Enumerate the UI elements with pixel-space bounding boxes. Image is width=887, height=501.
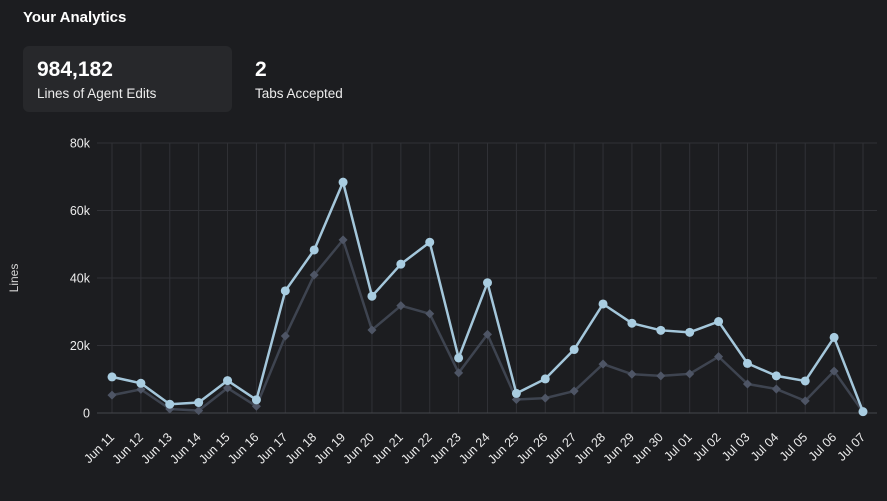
data-point-marker-series-1 (396, 259, 406, 269)
data-point-marker-series-1 (829, 332, 839, 342)
x-axis-tick-label: Jun 28 (572, 430, 608, 466)
data-point-marker-series-1 (511, 388, 521, 398)
x-axis-tick-label: Jun 15 (196, 430, 232, 466)
y-axis-tick-label: 60k (70, 204, 91, 218)
y-axis-tick-label: 0 (83, 407, 90, 421)
data-point-marker-series-1 (540, 374, 550, 384)
data-point-marker-series-2 (425, 309, 435, 319)
data-point-marker-series-1 (280, 286, 290, 296)
data-point-marker-series-1 (194, 398, 204, 408)
data-point-marker-series-1 (771, 371, 781, 381)
x-axis-tick-label: Jun 29 (601, 430, 637, 466)
x-axis-tick-label: Jun 23 (427, 430, 463, 466)
data-point-marker-series-2 (656, 371, 666, 381)
data-point-marker-series-2 (627, 369, 637, 379)
stat-label-agent-edits: Lines of Agent Edits (37, 86, 157, 101)
data-point-marker-series-2 (714, 352, 724, 362)
data-point-marker-series-1 (338, 177, 348, 187)
data-point-marker-series-2 (540, 393, 550, 403)
y-axis-title: Lines (7, 264, 21, 293)
x-axis-tick-label: Jun 17 (254, 430, 290, 466)
stat-value-tabs-accepted: 2 (255, 58, 267, 81)
x-axis-tick-label: Jul 05 (777, 430, 811, 464)
stat-label-tabs-accepted: Tabs Accepted (255, 86, 343, 101)
data-point-marker-series-1 (107, 372, 117, 382)
y-axis-tick-label: 80k (70, 137, 91, 151)
x-axis-tick-label: Jun 21 (370, 430, 406, 466)
data-point-marker-series-1 (223, 376, 233, 386)
data-point-marker-series-2 (107, 390, 117, 400)
data-point-marker-series-1 (569, 345, 579, 355)
data-point-marker-series-1 (136, 378, 146, 388)
x-axis-tick-label: Jun 14 (167, 430, 203, 466)
data-point-marker-series-1 (742, 358, 752, 368)
data-point-marker-series-2 (771, 384, 781, 394)
x-axis-tick-label: Jul 04 (748, 430, 782, 464)
data-point-marker-series-1 (714, 317, 724, 327)
data-point-marker-series-1 (598, 299, 608, 309)
data-point-marker-series-1 (656, 325, 666, 335)
stat-card-tabs-accepted: 2 Tabs Accepted (255, 46, 455, 112)
page-title: Your Analytics (23, 9, 127, 26)
stat-card-agent-edits: 984,182 Lines of Agent Edits (23, 46, 232, 112)
data-point-marker-series-1 (858, 407, 868, 417)
data-point-marker-series-1 (800, 376, 810, 386)
stat-value-agent-edits: 984,182 (37, 58, 113, 81)
data-point-marker-series-2 (829, 366, 839, 376)
x-axis-tick-label: Jun 30 (629, 430, 665, 466)
data-point-marker-series-1 (627, 318, 637, 328)
x-axis-tick-label: Jun 19 (312, 430, 348, 466)
x-axis-tick-label: Jul 07 (835, 430, 869, 464)
x-axis-tick-label: Jun 20 (341, 430, 377, 466)
data-point-marker-series-1 (251, 395, 261, 405)
data-point-marker-series-1 (367, 291, 377, 301)
x-axis-tick-label: Jun 12 (110, 430, 146, 466)
data-point-marker-series-2 (280, 331, 290, 341)
x-axis-tick-label: Jun 22 (398, 430, 434, 466)
x-axis-tick-label: Jul 01 (661, 430, 695, 464)
x-axis-tick-label: Jun 27 (543, 430, 579, 466)
data-point-marker-series-1 (309, 245, 319, 255)
x-axis-tick-label: Jul 03 (719, 430, 753, 464)
data-point-marker-series-1 (454, 353, 464, 363)
x-axis-tick-label: Jun 26 (514, 430, 550, 466)
data-point-marker-series-2 (194, 406, 204, 416)
x-axis-tick-label: Jun 25 (485, 430, 521, 466)
data-point-marker-series-1 (425, 237, 435, 247)
y-axis-tick-label: 20k (70, 339, 91, 353)
data-point-marker-series-1 (685, 327, 695, 337)
x-axis-tick-label: Jun 18 (283, 430, 319, 466)
x-axis-tick-label: Jul 02 (690, 430, 724, 464)
data-point-marker-series-1 (483, 278, 492, 288)
data-point-marker-series-1 (165, 399, 175, 409)
x-axis-tick-label: Jun 24 (456, 430, 492, 466)
x-axis-tick-label: Jun 13 (138, 430, 174, 466)
x-axis-tick-label: Jun 11 (81, 430, 117, 466)
y-axis-tick-label: 40k (70, 272, 91, 286)
x-axis-tick-label: Jul 06 (806, 430, 840, 464)
x-axis-tick-label: Jun 16 (225, 430, 261, 466)
